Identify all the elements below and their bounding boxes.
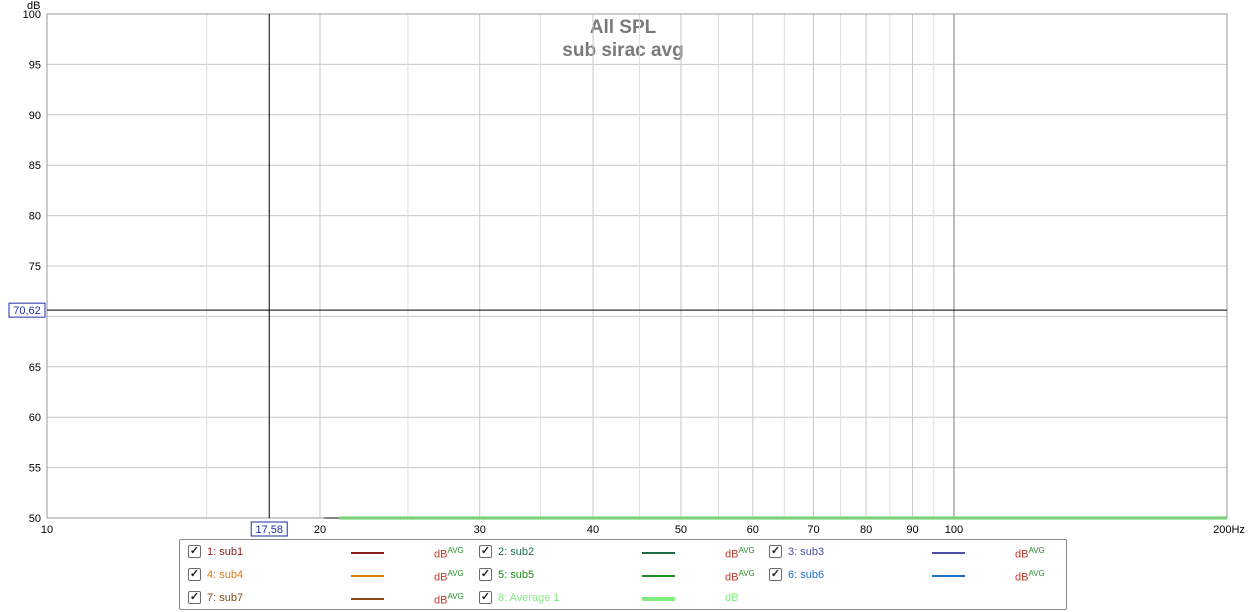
legend-series-name: 1: sub1: [207, 546, 244, 558]
x-tick-label: 70: [807, 524, 819, 536]
legend-line-swatch: [932, 552, 965, 554]
y-tick-label: 100: [23, 9, 41, 21]
legend: ✓ 1: sub1 dBAVG ✓ 2: sub2 dBAVG ✓ 3: sub3 dBAVG ✓…: [179, 539, 1067, 610]
legend-checkbox[interactable]: ✓: [479, 568, 492, 581]
chart-svg: dB All SPL sub sirac avg 100 95 90 85 80 75 65…: [8, 0, 1245, 537]
x-tick-label: 200Hz: [1213, 524, 1245, 536]
legend-series-name: 4: sub4: [207, 569, 244, 581]
y-tick-label: 55: [29, 463, 41, 475]
legend-series-name: 8: Average 1: [498, 592, 560, 604]
legend-line-swatch: [351, 598, 384, 600]
legend-entry-8[interactable]: ✓ 8: Average 1 dB: [479, 588, 764, 608]
legend-checkbox[interactable]: ✓: [188, 568, 201, 581]
legend-unit-sup: AVG: [738, 546, 755, 555]
x-tick-label: 50: [675, 524, 687, 536]
y-tick-label: 60: [29, 412, 41, 424]
legend-unit: dBAVG: [434, 546, 464, 561]
grid-layer: [46, 13, 1228, 519]
cursor-y-readout: 70,62: [13, 305, 41, 317]
y-tick-label: 90: [29, 110, 41, 122]
plot-border: [46, 13, 1228, 519]
y-axis-unit-label: dB: [27, 0, 40, 12]
legend-unit: dBAVG: [1015, 569, 1045, 584]
x-tick-label: 100: [945, 524, 963, 536]
legend-checkbox[interactable]: ✓: [479, 591, 492, 604]
x-tick-label: 60: [747, 524, 759, 536]
x-tick-label: 40: [587, 524, 599, 536]
x-tick-label: 80: [860, 524, 872, 536]
legend-series-name: 7: sub7: [207, 592, 244, 604]
legend-unit: dBAVG: [725, 569, 755, 584]
legend-unit-sup: AVG: [447, 569, 464, 578]
legend-line-swatch: [642, 597, 675, 601]
legend-unit: dBAVG: [725, 546, 755, 561]
legend-entry-2[interactable]: ✓ 2: sub2 dBAVG: [479, 542, 764, 562]
legend-entry-1[interactable]: ✓ 1: sub1 dBAVG: [188, 542, 473, 562]
legend-checkbox[interactable]: ✓: [479, 545, 492, 558]
legend-series-name: 5: sub5: [498, 569, 535, 581]
legend-series-name: 3: sub3: [788, 546, 825, 558]
legend-series-name: 2: sub2: [498, 546, 535, 558]
legend-unit-sup: AVG: [1028, 546, 1045, 555]
legend-line-swatch: [642, 552, 675, 554]
legend-line-swatch: [351, 575, 384, 577]
y-tick-label: 50: [29, 513, 41, 525]
y-tick-label: 65: [29, 362, 41, 374]
legend-unit: dB: [725, 592, 739, 604]
legend-checkbox[interactable]: ✓: [769, 568, 782, 581]
cursor-layer[interactable]: 70,62 17,58: [8, 14, 1227, 537]
legend-unit-sup: AVG: [738, 569, 755, 578]
x-tick-label: 10: [41, 524, 53, 536]
legend-entry-7[interactable]: ✓ 7: sub7 dBAVG: [188, 588, 473, 608]
legend-entry-6[interactable]: ✓ 6: sub6 dBAVG: [769, 565, 1054, 585]
legend-entry-4[interactable]: ✓ 4: sub4 dBAVG: [188, 565, 473, 585]
legend-unit-sup: AVG: [447, 546, 464, 555]
y-tick-label: 95: [29, 59, 41, 71]
cursor-x-readout: 17,58: [255, 524, 283, 536]
legend-unit: dBAVG: [434, 592, 464, 607]
legend-entry-3[interactable]: ✓ 3: sub3 dBAVG: [769, 542, 1054, 562]
legend-entry-5[interactable]: ✓ 5: sub5 dBAVG: [479, 565, 764, 585]
y-tick-label: 85: [29, 160, 41, 172]
legend-unit: dBAVG: [434, 569, 464, 584]
legend-series-name: 6: sub6: [788, 569, 825, 581]
legend-unit-sup: AVG: [447, 592, 464, 601]
legend-checkbox[interactable]: ✓: [188, 545, 201, 558]
x-tick-label: 20: [314, 524, 326, 536]
legend-line-swatch: [642, 575, 675, 577]
x-tick-label: 30: [474, 524, 486, 536]
legend-checkbox[interactable]: ✓: [188, 591, 201, 604]
legend-unit: dBAVG: [1015, 546, 1045, 561]
cursor-y-readout-box: [8, 302, 46, 318]
y-tick-label: 80: [29, 211, 41, 223]
legend-unit-sup: AVG: [1028, 569, 1045, 578]
y-tick-label: 75: [29, 261, 41, 273]
x-tick-label: 90: [906, 524, 918, 536]
cursor-x-readout-box: [250, 521, 288, 537]
legend-checkbox[interactable]: ✓: [769, 545, 782, 558]
legend-line-swatch: [351, 552, 384, 554]
chart-title: All SPL: [590, 17, 657, 38]
chart-subtitle: sub sirac avg: [562, 40, 683, 61]
legend-line-swatch: [932, 575, 965, 577]
